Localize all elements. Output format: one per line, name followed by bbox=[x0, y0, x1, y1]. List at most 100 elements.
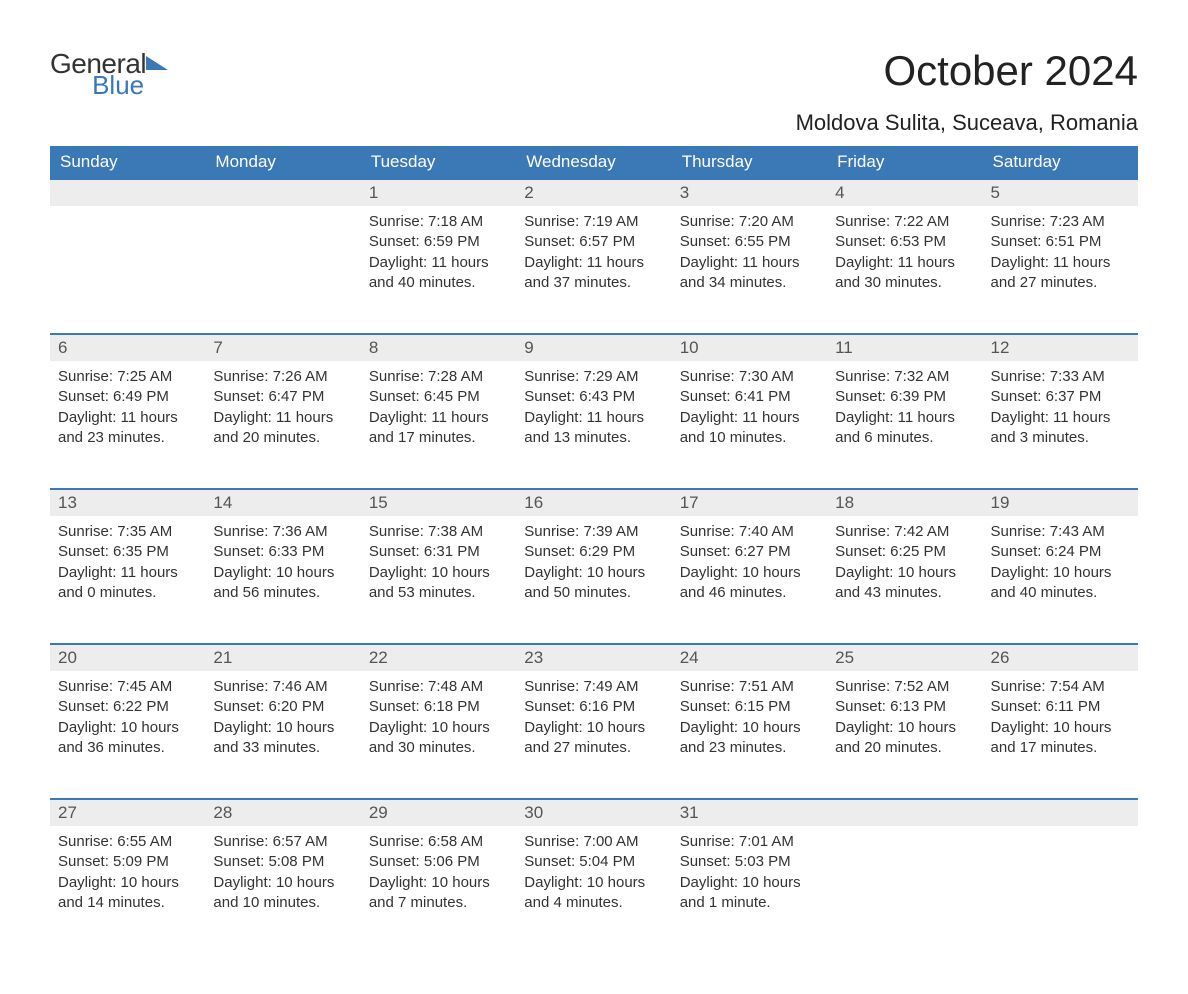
day-number: 31 bbox=[672, 800, 827, 826]
weekday-header: Friday bbox=[827, 146, 982, 179]
day-number-cell: 30 bbox=[516, 799, 671, 826]
day-number-cell: 24 bbox=[672, 644, 827, 671]
sunrise-line: Sunrise: 7:38 AM bbox=[369, 523, 483, 540]
weekday-row: SundayMondayTuesdayWednesdayThursdayFrid… bbox=[50, 146, 1138, 179]
sunrise-line: Sunrise: 7:18 AM bbox=[369, 213, 483, 230]
day-number-cell: 28 bbox=[205, 799, 360, 826]
day-cell: Sunrise: 7:38 AM Sunset: 6:31 PM Daylight:… bbox=[361, 516, 516, 644]
day-content bbox=[827, 826, 982, 842]
day-content: Sunrise: 7:20 AMSunset: 6:55 PMDaylight:… bbox=[672, 206, 827, 303]
sunset-line: Sunset: 6:25 PM bbox=[835, 543, 946, 560]
day-content: Sunrise: 7:46 AM Sunset: 6:20 PM Daylight:… bbox=[205, 671, 360, 768]
sunset-line: Sunset: 6:31 PM bbox=[369, 543, 480, 560]
day-cell: Sunrise: 7:36 AMSunset: 6:33 PMDaylight:… bbox=[205, 516, 360, 644]
day-content bbox=[50, 206, 205, 222]
day-number: 22 bbox=[361, 645, 516, 671]
day-number-cell: 31 bbox=[672, 799, 827, 826]
sunrise-line: Sunrise: 7:22 AM bbox=[835, 213, 949, 230]
sunset-line: Sunset: 6:20 PM bbox=[213, 698, 324, 715]
day-cell bbox=[983, 826, 1138, 954]
day-number: 27 bbox=[50, 800, 205, 826]
sunset-line: Sunset: 6:11 PM bbox=[991, 698, 1101, 715]
day-number-cell: 22 bbox=[361, 644, 516, 671]
day-cell: Sunrise: 6:55 AMSunset: 5:09 PMDaylight:… bbox=[50, 826, 205, 954]
daylight-line: Daylight: 11 hours and 20 minutes. bbox=[213, 409, 333, 446]
logo-line2: Blue bbox=[92, 72, 146, 98]
sunrise-line: Sunrise: 7:46 AM bbox=[213, 678, 327, 695]
day-number-cell: 2 bbox=[516, 179, 671, 206]
daynum-row: 20212223242526 bbox=[50, 644, 1138, 671]
day-number: 9 bbox=[516, 335, 671, 361]
sunset-line: Sunset: 5:03 PM bbox=[680, 853, 791, 870]
sunset-line: Sunset: 6:57 PM bbox=[524, 233, 635, 250]
day-cell: Sunrise: 7:01 AMSunset: 5:03 PMDaylight:… bbox=[672, 826, 827, 954]
calendar-page: General Blue October 2024 Moldova Sulita… bbox=[0, 0, 1188, 994]
weekday-header: Thursday bbox=[672, 146, 827, 179]
day-number: 12 bbox=[983, 335, 1138, 361]
day-number: 24 bbox=[672, 645, 827, 671]
day-number-cell: 29 bbox=[361, 799, 516, 826]
daylight-line: Daylight: 11 hours and 17 minutes. bbox=[369, 409, 489, 446]
daylight-line: Daylight: 10 hours and 1 minute. bbox=[680, 874, 801, 911]
day-content bbox=[983, 826, 1138, 842]
day-number-cell bbox=[983, 799, 1138, 826]
sunset-line: Sunset: 6:47 PM bbox=[213, 388, 324, 405]
day-number-cell: 25 bbox=[827, 644, 982, 671]
day-content: Sunrise: 7:45 AMSunset: 6:22 PMDaylight:… bbox=[50, 671, 205, 768]
day-number bbox=[827, 800, 982, 826]
day-number-cell: 4 bbox=[827, 179, 982, 206]
daylight-line: Daylight: 10 hours and 36 minutes. bbox=[58, 719, 179, 756]
day-number-cell: 23 bbox=[516, 644, 671, 671]
sunset-line: Sunset: 6:16 PM bbox=[524, 698, 635, 715]
daylight-line: Daylight: 10 hours and 20 minutes. bbox=[835, 719, 956, 756]
day-number: 25 bbox=[827, 645, 982, 671]
day-cell: Sunrise: 7:30 AMSunset: 6:41 PMDaylight:… bbox=[672, 361, 827, 489]
day-number-cell: 3 bbox=[672, 179, 827, 206]
day-content: Sunrise: 7:43 AMSunset: 6:24 PMDaylight:… bbox=[983, 516, 1138, 613]
weekday-header: Tuesday bbox=[361, 146, 516, 179]
sunset-line: Sunset: 5:08 PM bbox=[213, 853, 324, 870]
day-number: 4 bbox=[827, 180, 982, 206]
daycontent-row: Sunrise: 7:18 AMSunset: 6:59 PMDaylight:… bbox=[50, 206, 1138, 334]
day-content: Sunrise: 7:23 AMSunset: 6:51 PMDaylight:… bbox=[983, 206, 1138, 303]
day-cell: Sunrise: 7:49 AMSunset: 6:16 PMDaylight:… bbox=[516, 671, 671, 799]
day-cell: Sunrise: 7:46 AM Sunset: 6:20 PM Daylight:… bbox=[205, 671, 360, 799]
day-number-cell: 17 bbox=[672, 489, 827, 516]
sunset-line: Sunset: 6:53 PM bbox=[835, 233, 946, 250]
day-number: 13 bbox=[50, 490, 205, 516]
day-content: Sunrise: 7:39 AMSunset: 6:29 PMDaylight:… bbox=[516, 516, 671, 613]
sunrise-line: Sunrise: 6:57 AM bbox=[213, 833, 327, 850]
sunset-line: Sunset: 5:09 PM bbox=[58, 853, 169, 870]
day-cell: Sunrise: 7:54 AMSunset: 6:11 PMDaylight:… bbox=[983, 671, 1138, 799]
day-cell: Sunrise: 7:51 AMSunset: 6:15 PMDaylight:… bbox=[672, 671, 827, 799]
day-number: 30 bbox=[516, 800, 671, 826]
day-content: Sunrise: 7:22 AMSunset: 6:53 PMDaylight:… bbox=[827, 206, 982, 303]
sunset-line: Sunset: 6:13 PM bbox=[835, 698, 946, 715]
sunset-line: Sunset: 6:37 PM bbox=[991, 388, 1102, 405]
day-cell: Sunrise: 7:26 AMSunset: 6:47 PMDaylight:… bbox=[205, 361, 360, 489]
sunrise-line: Sunrise: 7:39 AM bbox=[524, 523, 638, 540]
daylight-line: Daylight: 10 hours and 33 minutes. bbox=[213, 719, 334, 756]
day-cell: Sunrise: 7:48 AMSunset: 6:18 PMDaylight:… bbox=[361, 671, 516, 799]
daylight-line: Daylight: 10 hours and 53 minutes. bbox=[369, 564, 490, 601]
day-number: 11 bbox=[827, 335, 982, 361]
day-content: Sunrise: 7:33 AMSunset: 6:37 PMDaylight:… bbox=[983, 361, 1138, 458]
sunset-line: Sunset: 6:49 PM bbox=[58, 388, 169, 405]
sunrise-line: Sunrise: 7:43 AM bbox=[991, 523, 1105, 540]
daylight-line: Daylight: 10 hours and 40 minutes. bbox=[991, 564, 1112, 601]
day-cell: Sunrise: 7:22 AMSunset: 6:53 PMDaylight:… bbox=[827, 206, 982, 334]
day-number: 14 bbox=[205, 490, 360, 516]
day-cell: Sunrise: 7:40 AMSunset: 6:27 PMDaylight:… bbox=[672, 516, 827, 644]
day-content: Sunrise: 7:19 AMSunset: 6:57 PMDaylight:… bbox=[516, 206, 671, 303]
day-number: 6 bbox=[50, 335, 205, 361]
sunrise-line: Sunrise: 7:00 AM bbox=[524, 833, 638, 850]
day-cell bbox=[205, 206, 360, 334]
daylight-line: Daylight: 11 hours and 6 minutes. bbox=[835, 409, 955, 446]
sunrise-line: Sunrise: 7:20 AM bbox=[680, 213, 794, 230]
day-number-cell: 6 bbox=[50, 334, 205, 361]
day-number-cell: 5 bbox=[983, 179, 1138, 206]
day-content: Sunrise: 7:30 AMSunset: 6:41 PMDaylight:… bbox=[672, 361, 827, 458]
day-number: 1 bbox=[361, 180, 516, 206]
sunrise-line: Sunrise: 7:42 AM bbox=[835, 523, 949, 540]
calendar-body: 12345Sunrise: 7:18 AMSunset: 6:59 PMDayl… bbox=[50, 179, 1138, 954]
